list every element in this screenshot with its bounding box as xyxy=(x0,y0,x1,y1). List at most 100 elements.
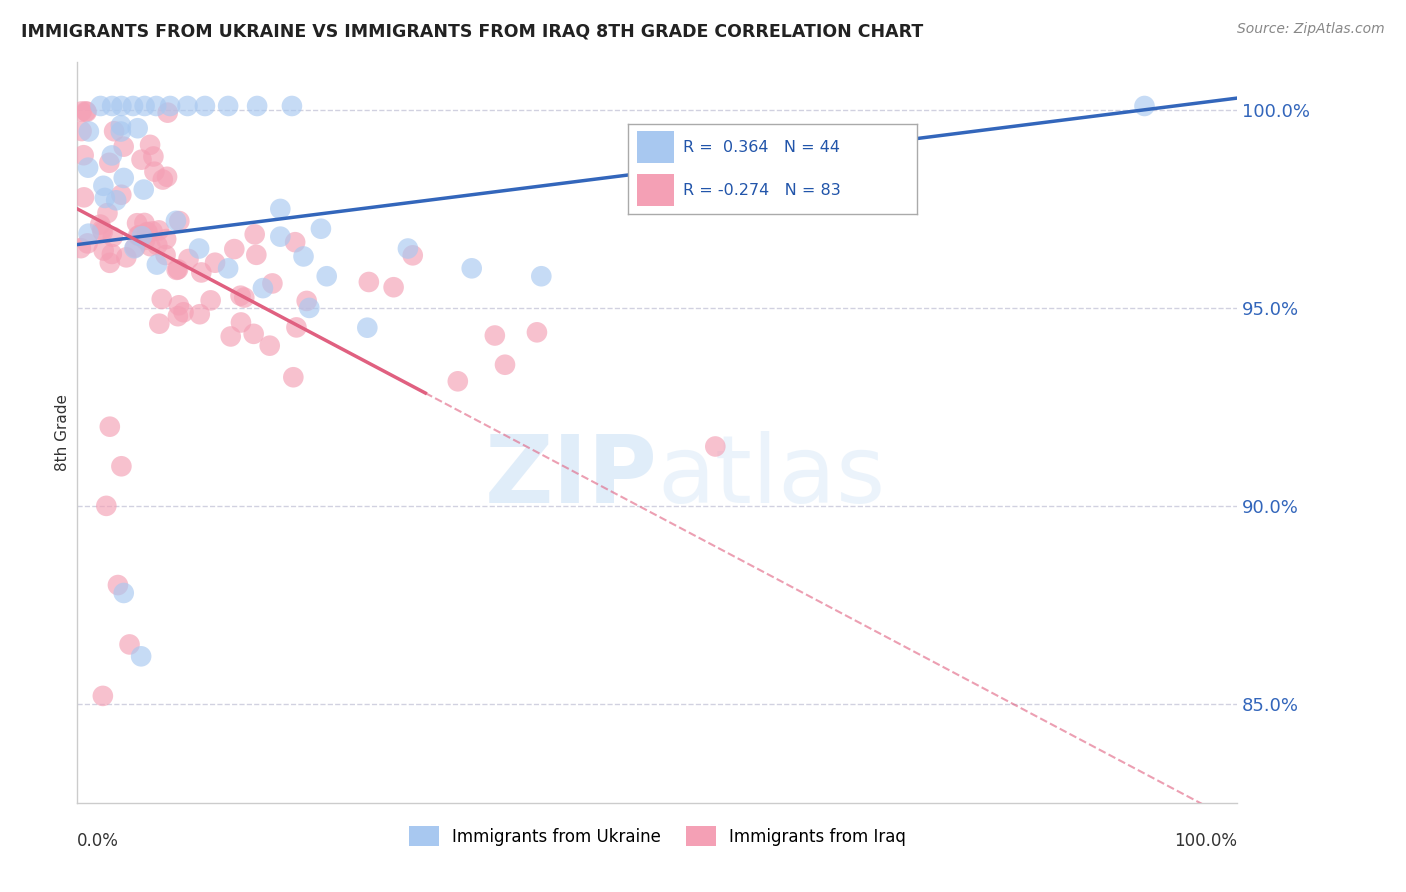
Point xyxy=(526,326,548,340)
Point xyxy=(77,161,100,175)
Text: ZIP: ZIP xyxy=(485,431,658,523)
Point xyxy=(110,99,132,113)
Point xyxy=(704,440,727,454)
Point xyxy=(190,265,212,279)
Point xyxy=(128,228,150,243)
Point xyxy=(101,148,124,162)
Point xyxy=(110,187,132,202)
Point xyxy=(146,238,169,252)
Point xyxy=(156,169,179,184)
Point xyxy=(127,228,149,243)
Point xyxy=(96,206,118,220)
Point xyxy=(176,99,198,113)
Point xyxy=(309,221,332,235)
Point xyxy=(134,233,156,247)
Point xyxy=(93,244,115,258)
Point xyxy=(118,637,141,651)
Point xyxy=(122,99,145,113)
Point xyxy=(484,328,506,343)
Point xyxy=(269,229,291,244)
Point xyxy=(155,232,177,246)
Point xyxy=(148,223,170,237)
Point xyxy=(136,226,159,240)
Text: Source: ZipAtlas.com: Source: ZipAtlas.com xyxy=(1237,22,1385,37)
Point xyxy=(77,124,100,138)
Point xyxy=(98,419,121,434)
Point xyxy=(194,99,217,113)
Point xyxy=(382,280,405,294)
Point xyxy=(73,148,96,162)
Point xyxy=(69,241,91,255)
Point xyxy=(204,256,226,270)
Point xyxy=(166,263,188,277)
Point xyxy=(229,316,252,330)
Point xyxy=(76,236,98,251)
Point xyxy=(283,370,305,384)
Point xyxy=(110,119,132,133)
Point xyxy=(139,137,162,152)
Point xyxy=(129,649,152,664)
Point xyxy=(93,178,115,193)
Point xyxy=(152,172,174,186)
Point xyxy=(259,339,281,353)
Point xyxy=(245,248,267,262)
Point xyxy=(89,218,111,232)
Point xyxy=(75,104,97,119)
Point xyxy=(91,225,114,239)
Point xyxy=(112,586,135,600)
Point xyxy=(1133,99,1156,113)
Text: R =  0.364   N = 44: R = 0.364 N = 44 xyxy=(683,140,839,155)
Point xyxy=(124,241,146,255)
Point xyxy=(229,288,252,302)
Point xyxy=(188,242,211,256)
Point xyxy=(98,155,121,169)
Point xyxy=(233,291,256,305)
FancyBboxPatch shape xyxy=(637,174,673,206)
Text: R = -0.274   N = 83: R = -0.274 N = 83 xyxy=(683,183,841,198)
Point xyxy=(447,374,470,388)
Point xyxy=(281,99,304,113)
Text: atlas: atlas xyxy=(658,431,886,523)
Point xyxy=(494,358,516,372)
Point xyxy=(142,149,165,163)
Point xyxy=(461,261,484,276)
Point xyxy=(112,139,135,153)
Point xyxy=(402,248,425,262)
Point xyxy=(292,249,315,263)
Point xyxy=(136,225,159,239)
Point xyxy=(295,293,318,308)
Point xyxy=(94,191,117,205)
Text: 100.0%: 100.0% xyxy=(1174,832,1237,850)
Point xyxy=(148,317,170,331)
FancyBboxPatch shape xyxy=(637,131,673,163)
Point xyxy=(219,329,242,343)
Y-axis label: 8th Grade: 8th Grade xyxy=(55,394,70,471)
Point xyxy=(101,247,124,261)
Point xyxy=(110,124,132,138)
Point xyxy=(356,320,378,334)
Point xyxy=(188,307,211,321)
Point xyxy=(91,223,114,237)
Point xyxy=(112,171,135,186)
Point xyxy=(70,104,93,119)
Point xyxy=(139,239,162,253)
Point xyxy=(101,99,124,113)
Point xyxy=(115,251,138,265)
Point xyxy=(91,689,114,703)
Point xyxy=(177,252,200,266)
Point xyxy=(173,305,195,319)
Point xyxy=(131,153,153,167)
Point xyxy=(146,258,169,272)
Point xyxy=(96,499,118,513)
Point xyxy=(243,227,266,242)
Point xyxy=(70,124,93,138)
Point xyxy=(167,262,190,277)
Point xyxy=(134,216,156,230)
Point xyxy=(125,216,148,230)
Point xyxy=(98,256,121,270)
Point xyxy=(246,99,269,113)
Point xyxy=(107,578,129,592)
Point xyxy=(285,320,308,334)
Point xyxy=(105,194,128,208)
Point xyxy=(150,292,173,306)
